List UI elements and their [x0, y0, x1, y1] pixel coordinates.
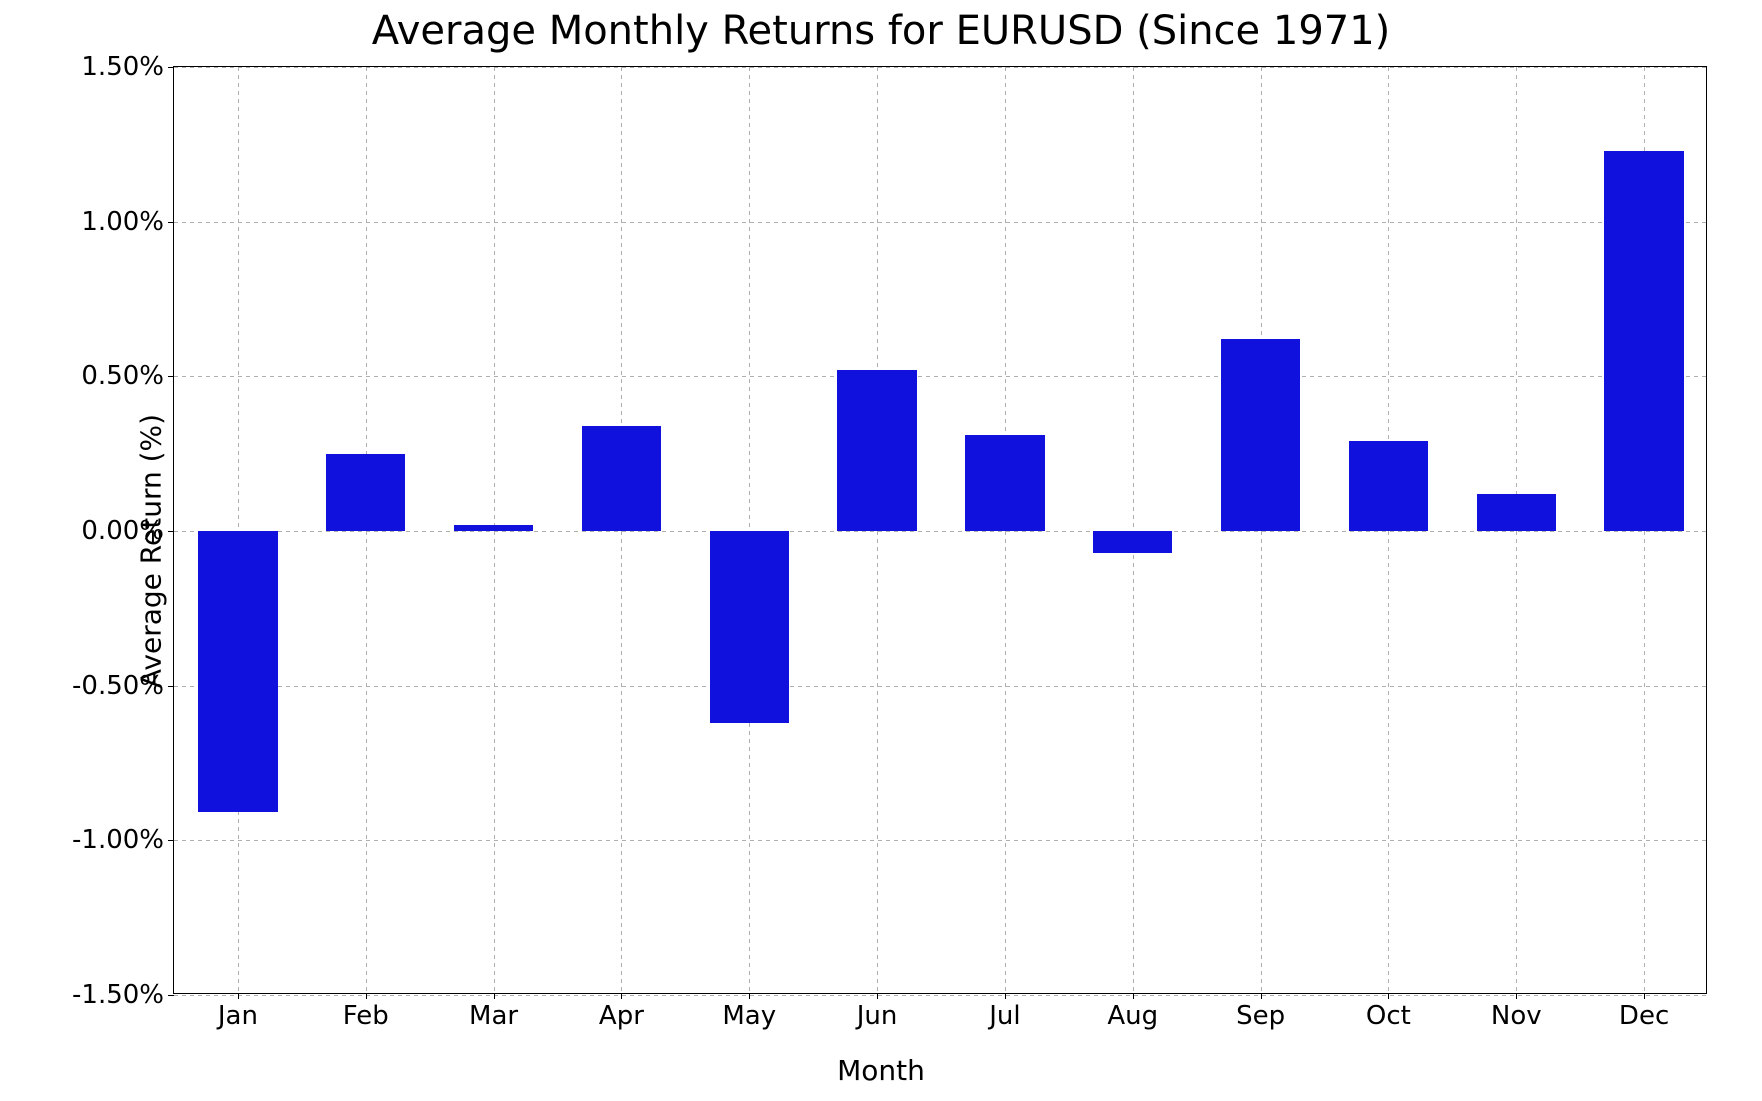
ytick-label: 1.00%	[81, 207, 164, 237]
xtick-mark	[1516, 993, 1517, 999]
gridline-vertical	[238, 67, 239, 993]
xtick-label: May	[722, 1001, 776, 1031]
xtick-label: Dec	[1619, 1001, 1669, 1031]
bar-jul	[965, 435, 1044, 531]
ytick-mark	[168, 531, 174, 532]
xtick-label: Jul	[989, 1001, 1020, 1031]
ytick-label: -1.00%	[72, 825, 164, 855]
xtick-mark	[366, 993, 367, 999]
xtick-label: Jan	[218, 1001, 258, 1031]
xtick-mark	[1388, 993, 1389, 999]
xtick-mark	[621, 993, 622, 999]
ytick-label: -0.50%	[72, 671, 164, 701]
gridline-horizontal	[174, 531, 1706, 532]
xtick-mark	[1005, 993, 1006, 999]
xtick-label: Feb	[343, 1001, 389, 1031]
ytick-mark	[168, 840, 174, 841]
ytick-mark	[168, 222, 174, 223]
ytick-mark	[168, 995, 174, 996]
bar-feb	[326, 454, 405, 531]
y-axis-label: Average Return (%)	[135, 413, 168, 687]
bar-nov	[1477, 494, 1556, 531]
bar-may	[710, 531, 789, 723]
xtick-label: Oct	[1366, 1001, 1411, 1031]
xtick-mark	[877, 993, 878, 999]
plot-area: -1.50%-1.00%-0.50%0.00%0.50%1.00%1.50%Ja…	[173, 66, 1707, 994]
xtick-label: Apr	[599, 1001, 644, 1031]
ytick-mark	[168, 376, 174, 377]
chart-container: Average Monthly Returns for EURUSD (Sinc…	[0, 0, 1762, 1101]
xtick-label: Nov	[1491, 1001, 1542, 1031]
xtick-label: Mar	[469, 1001, 518, 1031]
chart-title: Average Monthly Returns for EURUSD (Sinc…	[0, 8, 1762, 54]
gridline-vertical	[749, 67, 750, 993]
bar-sep	[1221, 339, 1300, 531]
gridline-horizontal	[174, 686, 1706, 687]
gridline-horizontal	[174, 376, 1706, 377]
ytick-label: 0.50%	[81, 361, 164, 391]
x-axis-label: Month	[0, 1054, 1762, 1087]
bar-apr	[582, 426, 661, 531]
bar-jan	[198, 531, 277, 812]
xtick-mark	[238, 993, 239, 999]
ytick-label: 1.50%	[81, 52, 164, 82]
xtick-mark	[1261, 993, 1262, 999]
gridline-horizontal	[174, 995, 1706, 996]
gridline-horizontal	[174, 222, 1706, 223]
xtick-mark	[749, 993, 750, 999]
xtick-label: Jun	[857, 1001, 898, 1031]
gridline-horizontal	[174, 67, 1706, 68]
xtick-mark	[494, 993, 495, 999]
bar-aug	[1093, 531, 1172, 553]
gridline-horizontal	[174, 840, 1706, 841]
bar-dec	[1604, 151, 1683, 531]
ytick-label: -1.50%	[72, 980, 164, 1010]
xtick-label: Sep	[1236, 1001, 1285, 1031]
ytick-mark	[168, 686, 174, 687]
ytick-label: 0.00%	[81, 516, 164, 546]
bar-jun	[837, 370, 916, 531]
gridline-vertical	[1133, 67, 1134, 993]
xtick-mark	[1644, 993, 1645, 999]
xtick-label: Aug	[1107, 1001, 1158, 1031]
bar-mar	[454, 525, 533, 531]
bar-oct	[1349, 441, 1428, 531]
xtick-mark	[1133, 993, 1134, 999]
ytick-mark	[168, 67, 174, 68]
